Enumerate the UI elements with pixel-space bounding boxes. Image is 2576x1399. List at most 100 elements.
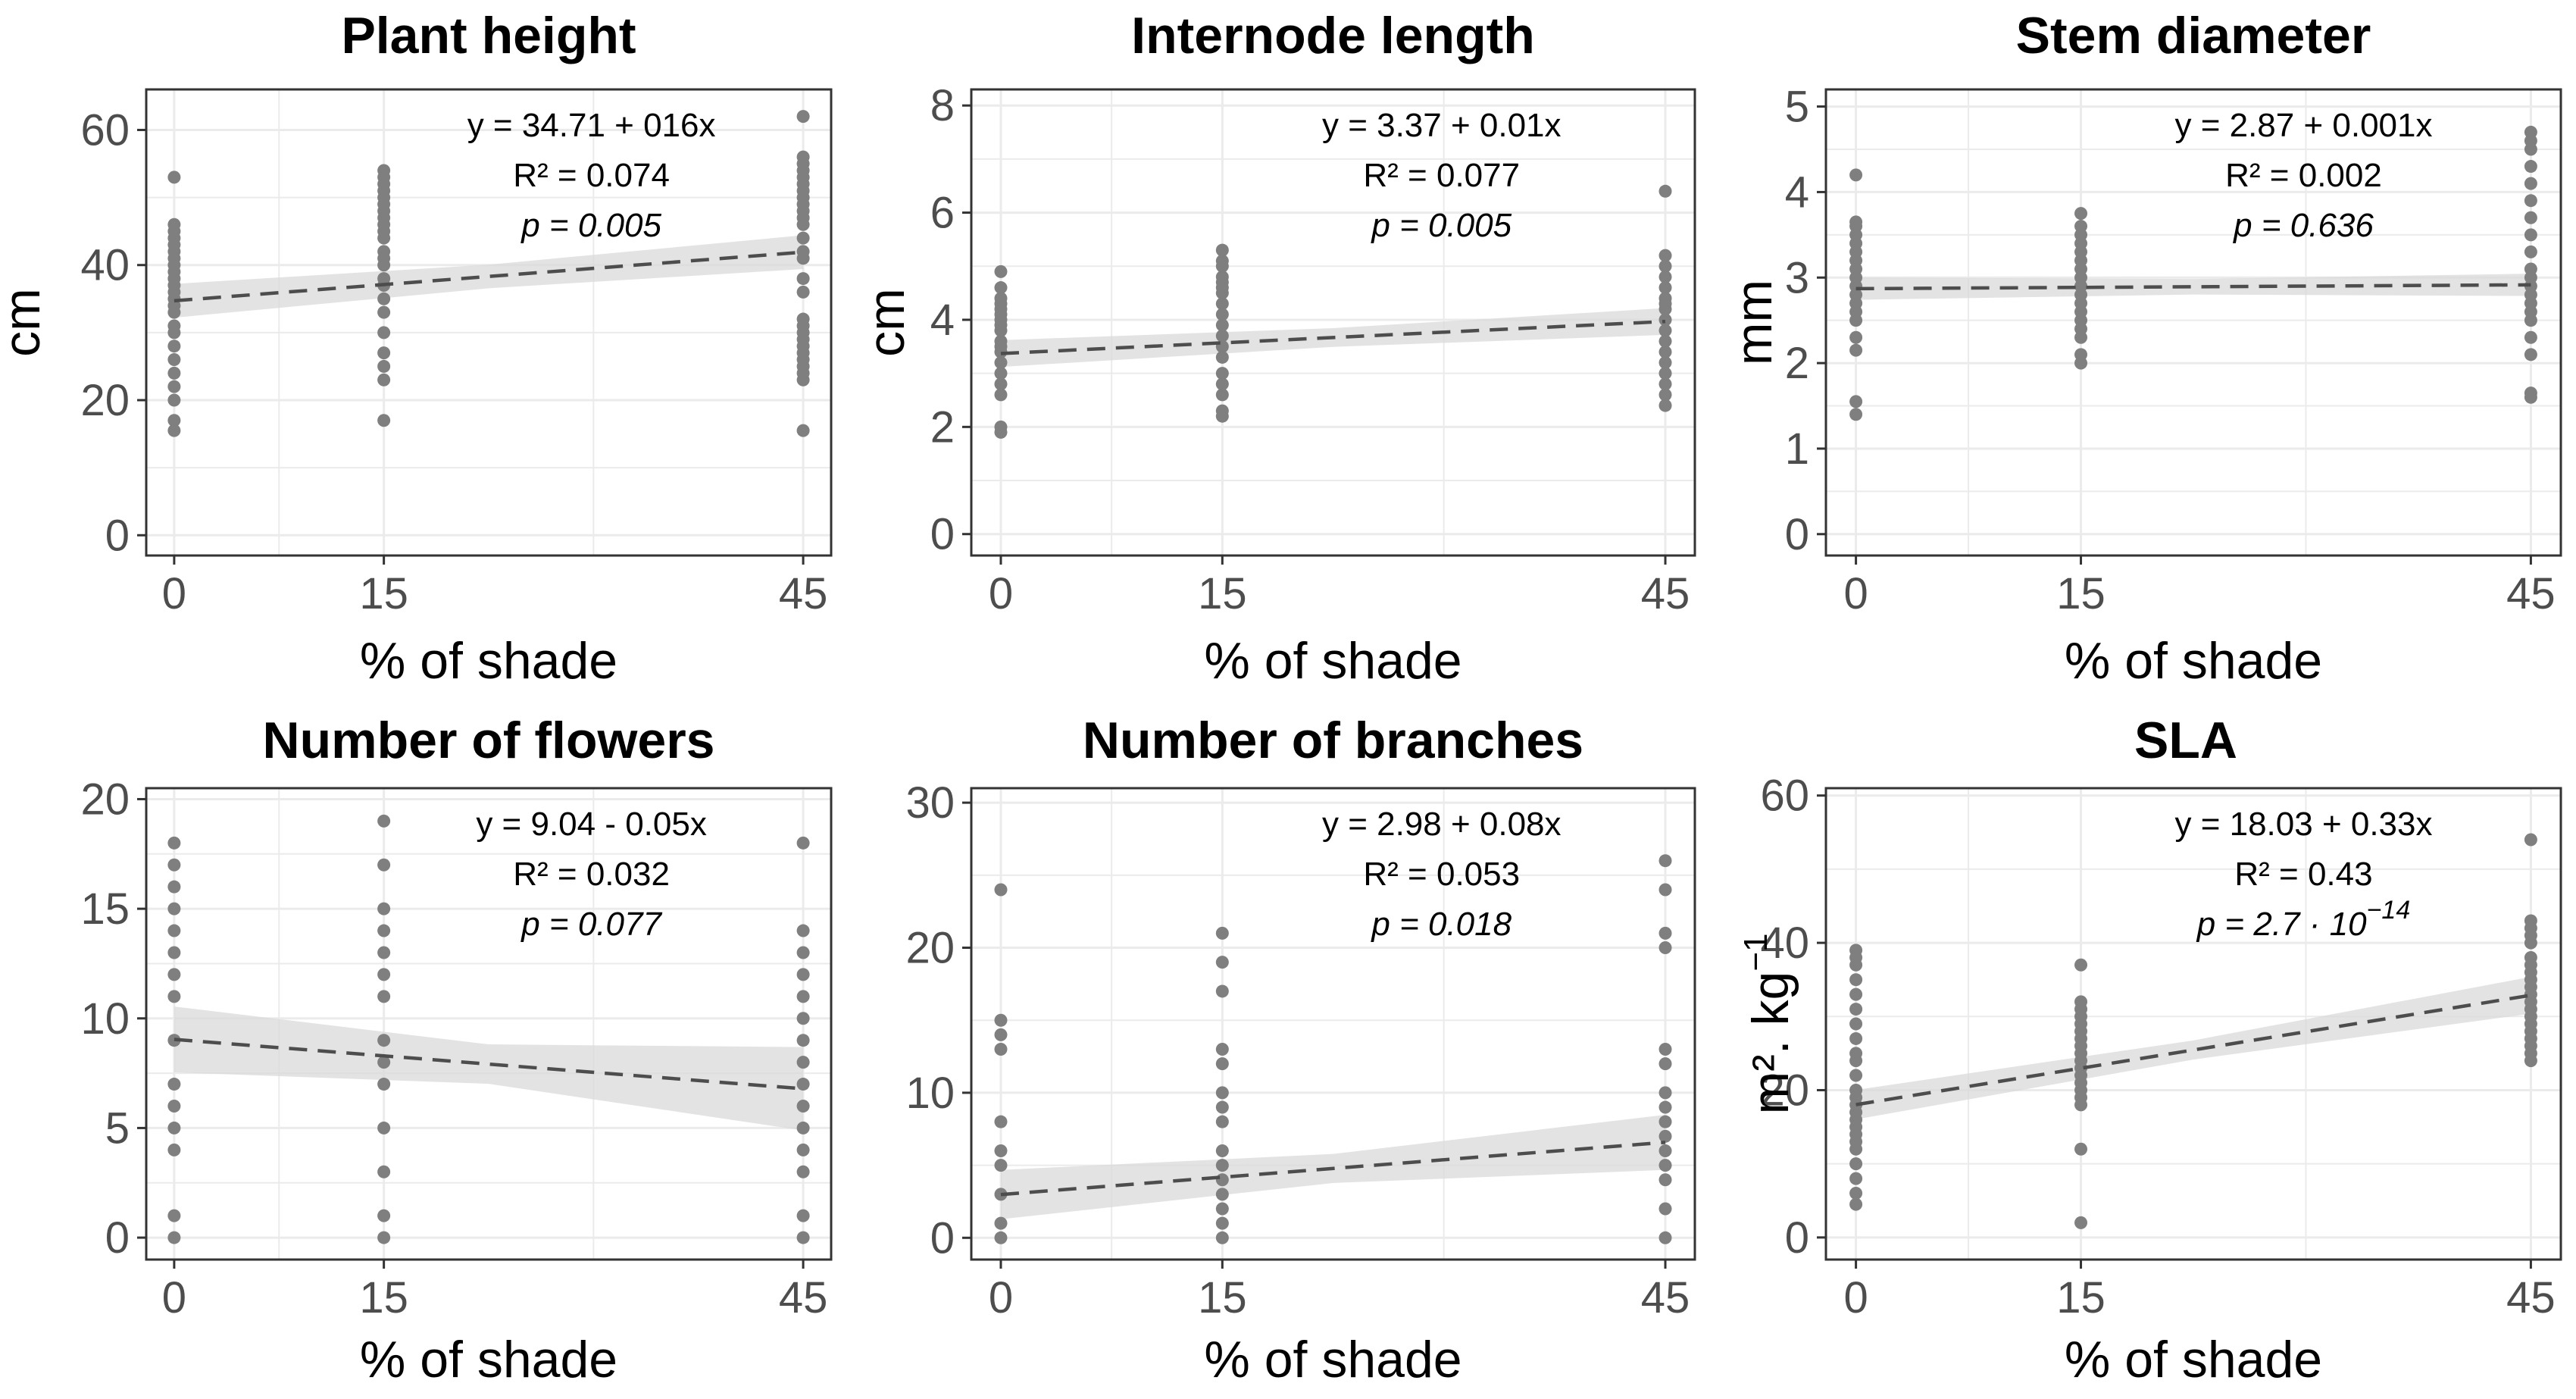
data-point bbox=[1215, 388, 1229, 402]
panel-title: Plant height bbox=[341, 7, 636, 64]
data-point bbox=[1215, 1173, 1229, 1187]
data-point bbox=[167, 1121, 181, 1135]
data-point bbox=[377, 1231, 391, 1244]
r-squared: R² = 0.053 bbox=[1363, 856, 1520, 893]
data-point bbox=[167, 1231, 181, 1244]
y-tick-label: 2 bbox=[930, 402, 955, 452]
data-point bbox=[1849, 973, 1863, 987]
y-tick-label: 0 bbox=[930, 1213, 955, 1263]
data-point bbox=[796, 1078, 810, 1091]
data-point bbox=[1215, 404, 1229, 418]
data-point bbox=[1215, 1216, 1229, 1230]
data-point bbox=[2524, 177, 2537, 190]
data-point bbox=[1215, 329, 1229, 343]
y-axis-label: mm bbox=[1725, 280, 1783, 365]
data-point bbox=[1658, 926, 1672, 940]
data-point bbox=[1215, 377, 1229, 391]
data-point bbox=[796, 924, 810, 937]
data-point bbox=[1658, 1129, 1672, 1143]
data-point bbox=[1849, 1157, 1863, 1171]
data-point bbox=[1215, 1144, 1229, 1157]
y-tick-label: 60 bbox=[80, 105, 130, 155]
data-point bbox=[1658, 184, 1672, 198]
data-point bbox=[1849, 987, 1863, 1001]
data-point bbox=[1658, 941, 1672, 955]
data-point bbox=[2074, 220, 2088, 233]
confidence-band bbox=[1855, 976, 2531, 1120]
x-tick-label: 15 bbox=[359, 569, 408, 618]
y-tick-label: 2 bbox=[1785, 339, 1809, 388]
data-point bbox=[167, 858, 181, 872]
panel-border bbox=[145, 787, 833, 1261]
y-axis-label-superscript: −1 bbox=[1737, 933, 1774, 971]
data-point bbox=[1215, 1115, 1229, 1128]
data-point bbox=[2524, 387, 2537, 400]
regression-line bbox=[1000, 319, 1666, 355]
data-point bbox=[167, 319, 181, 333]
x-tick-label: 15 bbox=[359, 1273, 408, 1322]
data-point bbox=[1215, 1188, 1229, 1201]
data-point bbox=[994, 388, 1008, 402]
panel-border bbox=[1824, 88, 2562, 557]
data-point bbox=[167, 1209, 181, 1222]
data-point bbox=[2074, 995, 2088, 1009]
data-point bbox=[377, 1121, 391, 1135]
data-point bbox=[377, 272, 391, 286]
data-point bbox=[1658, 270, 1672, 283]
x-axis-label: % of shade bbox=[360, 632, 617, 690]
data-point bbox=[1849, 408, 1863, 421]
data-point bbox=[2074, 1142, 2088, 1156]
data-point bbox=[1215, 1159, 1229, 1172]
x-tick-label: 15 bbox=[1198, 1273, 1247, 1322]
data-point bbox=[1215, 297, 1229, 311]
fit-equation: y = 2.98 + 0.08x bbox=[1322, 806, 1562, 843]
data-point bbox=[2524, 228, 2537, 242]
data-point bbox=[1658, 1057, 1672, 1071]
data-point bbox=[377, 1078, 391, 1091]
confidence-band bbox=[174, 235, 804, 318]
regression-line bbox=[1855, 283, 2531, 291]
p-value: p = 0.018 bbox=[1370, 906, 1512, 943]
x-tick-label: 45 bbox=[1641, 1273, 1690, 1322]
data-point bbox=[796, 836, 810, 850]
data-point bbox=[2524, 330, 2537, 344]
data-point bbox=[1658, 854, 1672, 868]
data-point bbox=[1849, 1083, 1863, 1097]
data-point bbox=[1658, 1202, 1672, 1216]
y-tick-label: 0 bbox=[930, 510, 955, 559]
data-point bbox=[1658, 377, 1672, 391]
x-tick-label: 45 bbox=[2506, 569, 2556, 618]
data-point bbox=[994, 292, 1008, 305]
data-point bbox=[167, 1078, 181, 1091]
x-tick-label: 0 bbox=[989, 1273, 1013, 1322]
data-point bbox=[2524, 125, 2537, 139]
y-tick-label: 40 bbox=[80, 241, 130, 290]
p-value: p = 0.005 bbox=[1370, 207, 1512, 244]
data-point bbox=[1658, 345, 1672, 358]
p-value: p = 0.005 bbox=[520, 207, 661, 244]
data-point bbox=[377, 292, 391, 305]
x-tick-label: 0 bbox=[162, 569, 186, 618]
data-point bbox=[377, 373, 391, 387]
data-point bbox=[1849, 215, 1863, 229]
data-point bbox=[1658, 399, 1672, 412]
data-point bbox=[796, 1231, 810, 1244]
data-point bbox=[1658, 334, 1672, 348]
data-point bbox=[377, 1056, 391, 1069]
y-tick-label: 20 bbox=[905, 924, 955, 973]
data-point bbox=[377, 946, 391, 959]
r-squared: R² = 0.002 bbox=[2225, 157, 2382, 194]
y-tick-label: 0 bbox=[105, 511, 130, 560]
y-tick-label: 3 bbox=[1785, 253, 1809, 302]
y-tick-label: 4 bbox=[1785, 167, 1809, 217]
data-point bbox=[1658, 1115, 1672, 1128]
y-tick-label: 0 bbox=[1785, 510, 1809, 559]
data-point bbox=[1215, 984, 1229, 998]
data-point bbox=[796, 312, 810, 326]
y-tick-label: 1 bbox=[1785, 424, 1809, 474]
data-point bbox=[796, 1056, 810, 1069]
data-point bbox=[796, 110, 810, 124]
data-point bbox=[1849, 168, 1863, 182]
